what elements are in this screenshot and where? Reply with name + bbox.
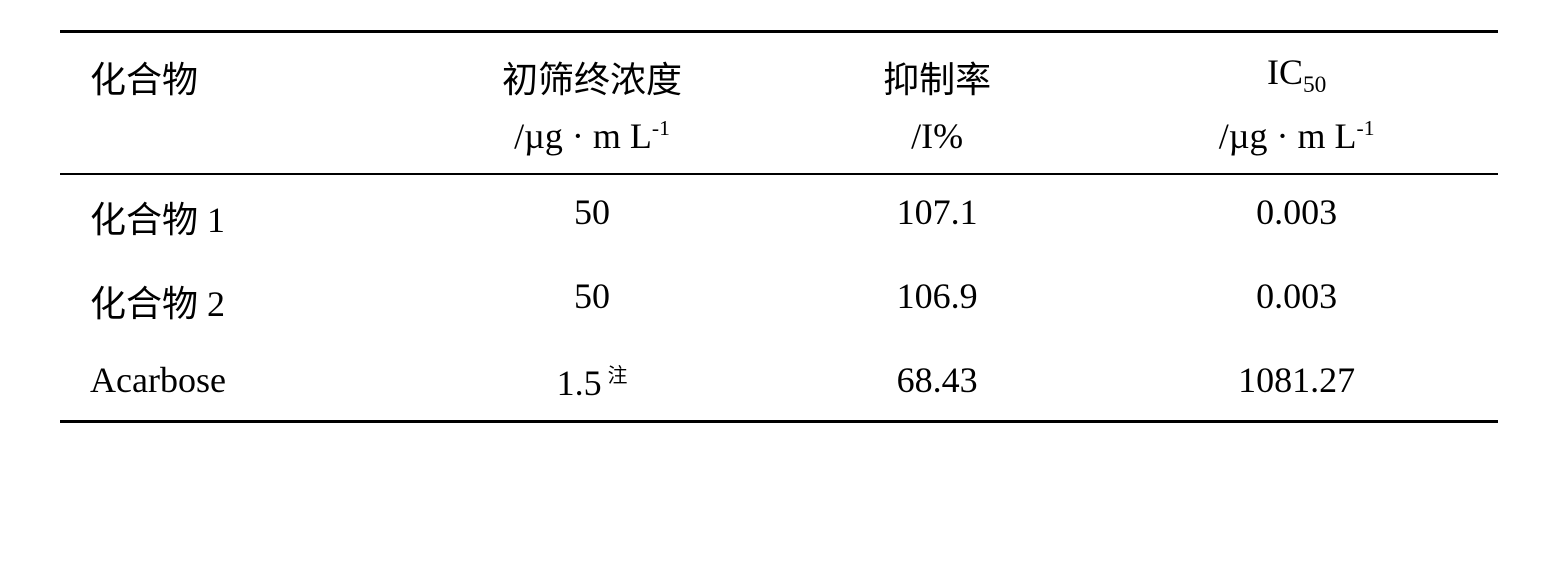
ic50-unit-pre: /µg · m L: [1219, 116, 1357, 156]
conc-unit-exp: -1: [652, 116, 670, 140]
cell-compound: 化合物 2: [60, 259, 405, 343]
header-ic50-unit: /µg · m L-1: [1095, 109, 1498, 174]
cell-ic50: 0.003: [1095, 259, 1498, 343]
cell-inhibition: 106.9: [779, 259, 1095, 343]
header-compound-unit: [60, 109, 405, 174]
cell-inhibition: 107.1: [779, 174, 1095, 259]
cell-ic50: 0.003: [1095, 174, 1498, 259]
cell-ic50: 1081.27: [1095, 343, 1498, 422]
table-row: Acarbose 1.5 注 68.431081.27: [60, 343, 1498, 422]
cell-concentration: 1.5 注: [405, 343, 779, 422]
header-inhibition-unit: /I%: [779, 109, 1095, 174]
cell-compound: Acarbose: [60, 343, 405, 422]
header-inhibition: 抑制率: [779, 32, 1095, 110]
header-row-labels: 化合物 初筛终浓度 抑制率 IC50: [60, 32, 1498, 110]
header-row-units: /µg · m L-1 /I% /µg · m L-1: [60, 109, 1498, 174]
header-concentration-unit: /µg · m L-1: [405, 109, 779, 174]
header-compound: 化合物: [60, 32, 405, 110]
table-row: 化合物 2 50 106.90.003: [60, 259, 1498, 343]
table-body: 化合物 150107.10.003化合物 250106.90.003Acarbo…: [60, 174, 1498, 422]
concentration-value: 1.5: [557, 363, 602, 403]
data-table: 化合物 初筛终浓度 抑制率 IC50 /µg · m L-1 /I% /µg ·…: [60, 30, 1498, 423]
cell-concentration: 50: [405, 259, 779, 343]
header-ic50: IC50: [1095, 32, 1498, 110]
ic50-pre: IC: [1267, 52, 1303, 92]
ic50-sub: 50: [1303, 72, 1326, 98]
concentration-value: 50: [574, 276, 610, 316]
table-row: 化合物 1 50 107.10.003: [60, 174, 1498, 259]
concentration-value: 50: [574, 192, 610, 232]
cell-inhibition: 68.43: [779, 343, 1095, 422]
ic50-unit-exp: -1: [1357, 116, 1375, 140]
concentration-note: 注: [608, 365, 628, 387]
cell-compound: 化合物 1: [60, 174, 405, 259]
header-concentration: 初筛终浓度: [405, 32, 779, 110]
cell-concentration: 50: [405, 174, 779, 259]
conc-unit-pre: /µg · m L: [514, 116, 652, 156]
